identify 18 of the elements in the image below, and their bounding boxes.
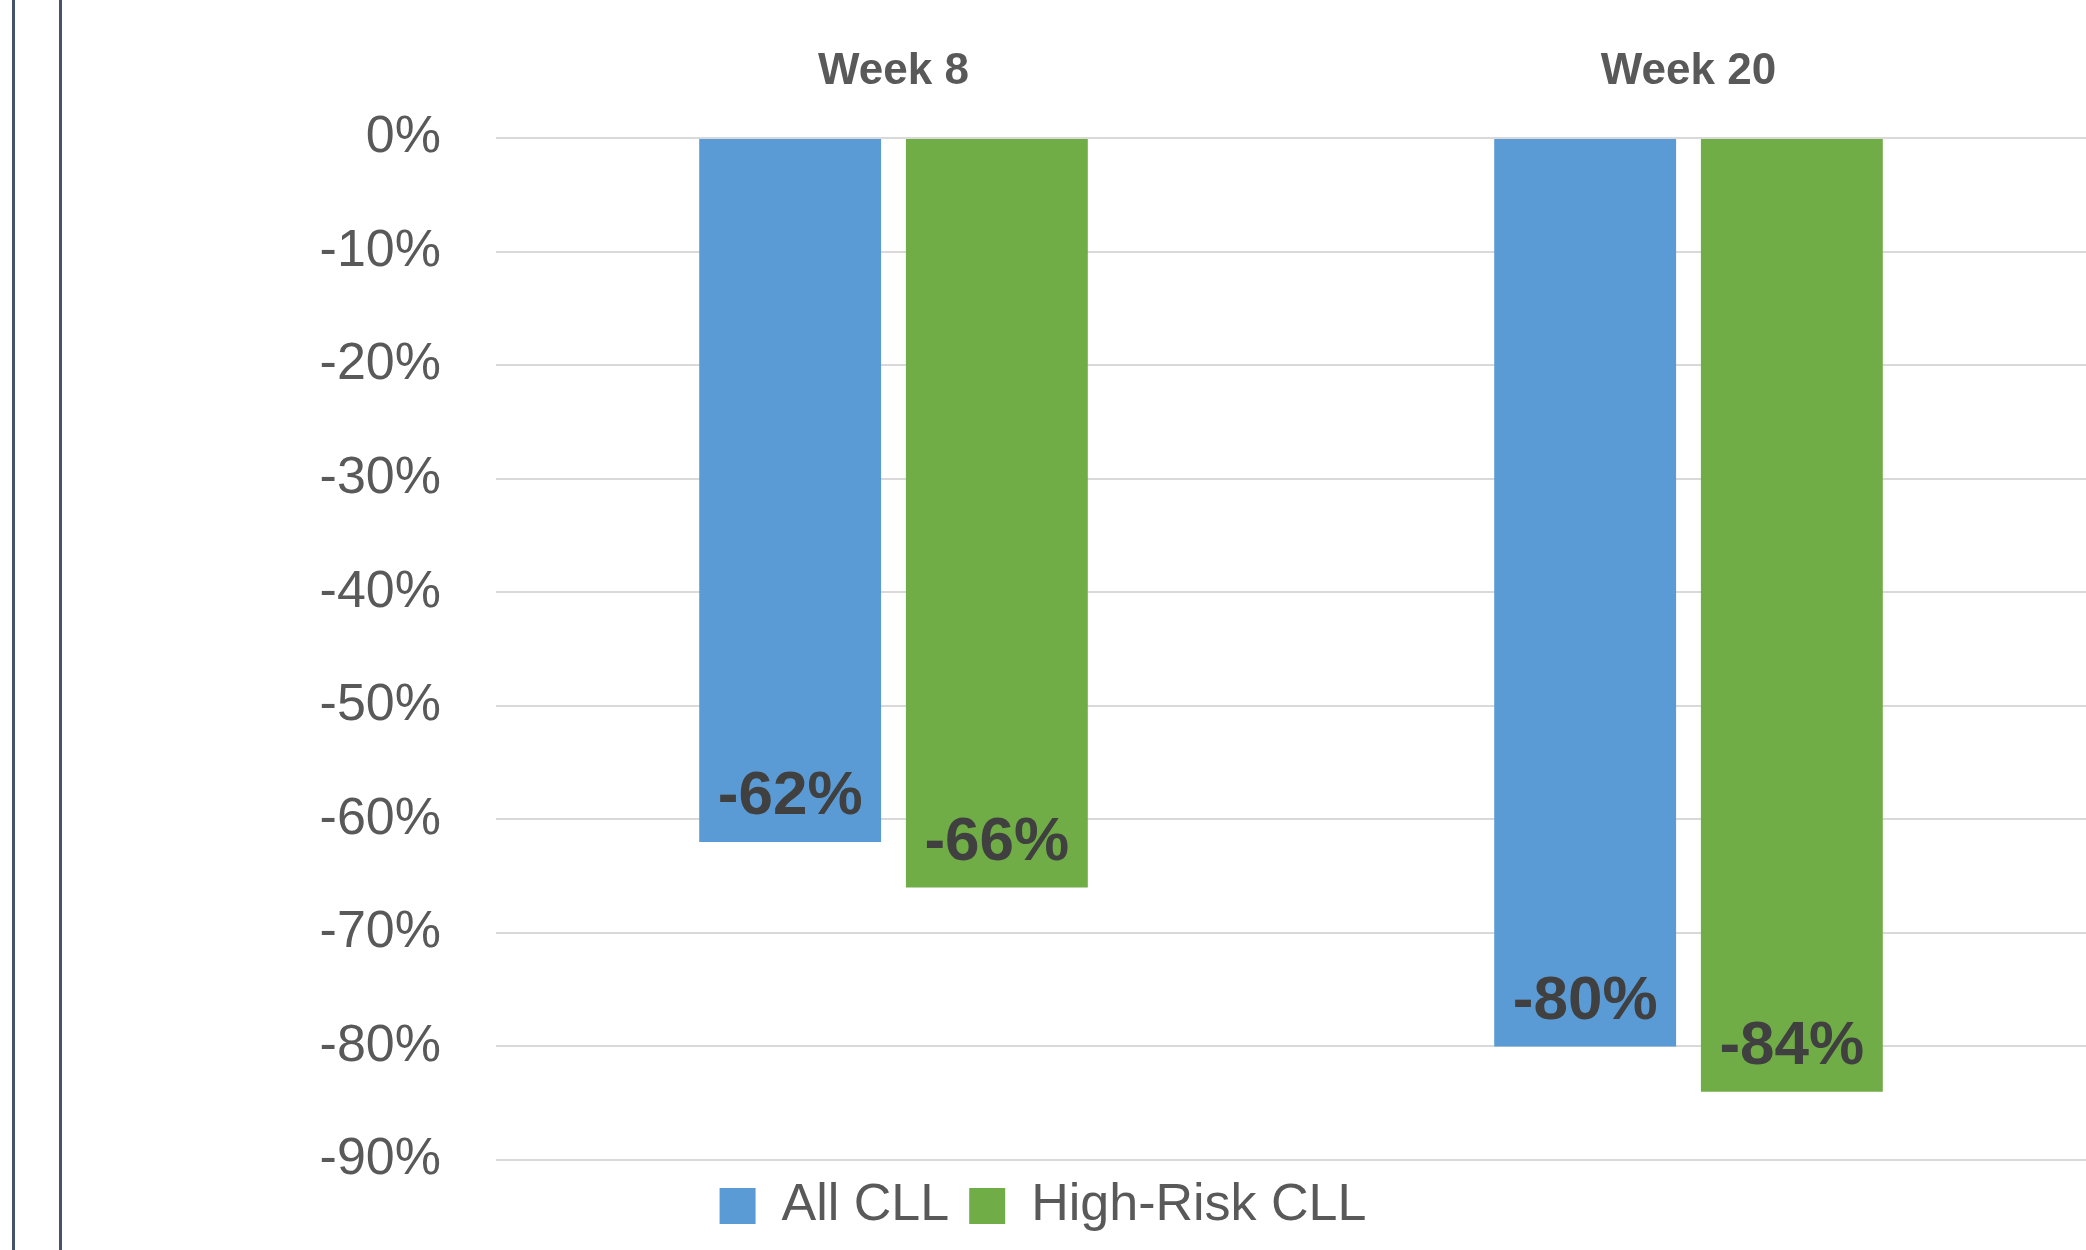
x-tick-label: Week 8 bbox=[818, 43, 969, 93]
data-label: -84% bbox=[1719, 1007, 1865, 1077]
y-tick-label: -60% bbox=[319, 786, 441, 845]
y-tick-label: -40% bbox=[319, 559, 441, 618]
y-tick-label: -30% bbox=[319, 446, 441, 505]
y-tick-label: -20% bbox=[319, 332, 441, 391]
legend-label: High-Risk CLL bbox=[1031, 1173, 1367, 1232]
data-label: -62% bbox=[717, 758, 863, 828]
y-tick-label: -10% bbox=[319, 218, 441, 277]
data-label: -80% bbox=[1512, 962, 1658, 1032]
y-tick-label: -80% bbox=[319, 1013, 441, 1072]
y-tick-label: -70% bbox=[319, 900, 441, 959]
y-tick-label: -50% bbox=[319, 673, 441, 732]
legend-label: All CLL bbox=[781, 1173, 950, 1232]
y-tick-label: 0% bbox=[365, 105, 441, 164]
y-tick-label: -90% bbox=[319, 1127, 441, 1186]
data-label: -66% bbox=[924, 803, 1070, 873]
x-tick-label: Week 20 bbox=[1600, 43, 1777, 93]
